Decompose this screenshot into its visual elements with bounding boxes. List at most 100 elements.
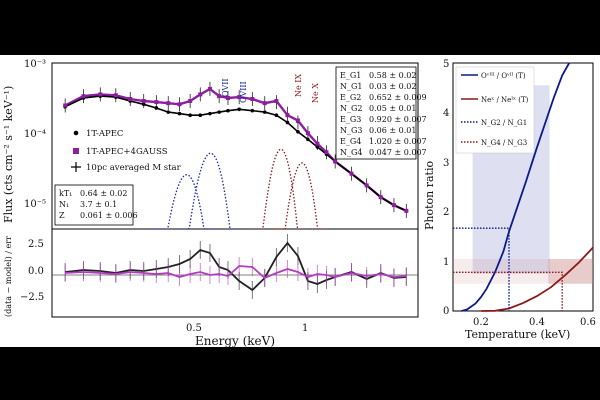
figure-svg: 10⁻³ 10⁻⁴ 10⁻⁵ Flux (cts cm⁻² s⁻¹ keV⁻¹)…	[2, 59, 596, 347]
gauss-model-point	[364, 183, 369, 188]
res-ytick-2: 0.0	[28, 266, 44, 277]
param-value-2: 0.652 ± 0.009	[369, 93, 427, 102]
apec-model-point	[177, 111, 182, 116]
apec-model-point	[217, 110, 221, 114]
annot-ovii: OVII	[221, 78, 230, 97]
ratio-legend-ne-label: Neˣ / Neᴵˣ (T)	[481, 96, 529, 104]
gauss-model-point	[250, 96, 255, 101]
residual-plot-area	[52, 234, 418, 299]
fit-value-1: 3.7 ± 0.1	[80, 200, 117, 209]
fit-name-1: N₁	[59, 200, 69, 209]
gauss-model-point	[81, 94, 86, 99]
fit-param-box	[54, 184, 134, 226]
res-xtick-2: 1	[302, 323, 308, 334]
fit-name-2: Z	[59, 211, 65, 220]
res-ylabel: (data − model) / err	[4, 236, 13, 317]
legend-mstar-marker	[71, 162, 81, 172]
annot-neix: Ne IX	[294, 74, 303, 97]
gauss-model-point	[113, 93, 118, 98]
apec-model-point	[154, 106, 159, 110]
apec-model-point	[188, 113, 192, 118]
gauss-model-point	[391, 203, 396, 208]
param-name-7: N_G4	[340, 148, 362, 157]
ratio-frame	[452, 62, 594, 312]
param-name-5: N_G3	[340, 126, 362, 135]
apec-model-point	[198, 113, 203, 118]
gauss-model-point	[198, 92, 203, 97]
gauss-model-point	[154, 100, 159, 105]
gauss-model-point	[404, 208, 409, 213]
param-name-6: E_G4	[340, 137, 361, 146]
gauss-model-point	[333, 159, 338, 164]
legend-gauss-marker	[73, 148, 79, 154]
param-value-6: 1.020 ± 0.007	[369, 137, 427, 146]
gauss-model-point	[262, 101, 267, 106]
apec-model-point	[226, 108, 230, 113]
apec-model-point	[315, 145, 320, 149]
gauss-model-point	[285, 113, 290, 118]
param-value-1: 0.03 ± 0.02	[369, 82, 416, 91]
ratio-ytick-5: 5	[443, 59, 449, 70]
gauss-model-point	[98, 92, 103, 97]
ratio-legend-ng21-label: N_G2 / N_G1	[481, 119, 527, 127]
ratio-legend-o-label: Oᵛᴵᴵᴵ / Oᵛᴵᴵ (T)	[481, 72, 526, 80]
ratio-ytick-3: 3	[443, 158, 449, 169]
param-name-0: E_G1	[340, 71, 361, 80]
spectrum-plot-area	[63, 81, 409, 230]
ratio-xtick-1: 0.2	[473, 317, 489, 328]
gauss-model-point	[166, 101, 171, 106]
neon-ratio-curve	[480, 246, 594, 312]
fit-param-table: kT₁ 0.64 ± 0.02 N₁ 3.7 ± 0.1 Z 0.061 ± 0.006	[59, 189, 138, 220]
ratio-ytick-0: 0	[443, 306, 449, 317]
gauss-model-point	[349, 171, 354, 176]
gauss-model-point	[315, 141, 320, 146]
res-ytick-1: 2.5	[28, 239, 44, 250]
gauss-model-point	[305, 131, 310, 136]
spec-ytick-3: 10⁻⁵	[24, 199, 46, 210]
oxygen-obs-line	[453, 227, 510, 311]
param-name-1: N_G1	[340, 82, 362, 91]
apec-model-point	[166, 110, 171, 114]
ratio-legend-box	[455, 66, 535, 154]
gauss-model-point	[141, 99, 146, 104]
gauss-model-point	[207, 86, 212, 91]
gauss-model-point	[295, 118, 300, 123]
gauss-model-point	[378, 195, 383, 200]
param-value-3: 0.05 ± 0.01	[369, 104, 416, 113]
apec-residual	[65, 241, 407, 292]
gauss-model-point	[217, 94, 222, 99]
ratio-xtick-3: 0.6	[580, 317, 596, 328]
spec-ylabel: Flux (cts cm⁻² s⁻¹ keV⁻¹)	[2, 86, 15, 223]
gaussian-3	[254, 148, 305, 230]
param-value-7: 0.047 ± 0.007	[369, 148, 427, 157]
gauss-model-point	[177, 102, 182, 107]
fit-value-0: 0.64 ± 0.02	[80, 189, 127, 198]
param-table-box	[335, 66, 417, 160]
apec-model-point	[208, 111, 212, 116]
apec-model-point	[262, 110, 267, 114]
neon-obs-line	[453, 271, 563, 311]
oxygen-ratio-curve	[461, 62, 570, 312]
apec-model-point	[296, 129, 300, 134]
fit-value-2: 0.061 ± 0.006	[80, 211, 138, 220]
param-name-3: N_G2	[340, 104, 362, 113]
apec-model-point	[237, 107, 241, 112]
gauss-model-point	[324, 150, 329, 155]
annot-oviii: OVIII	[239, 81, 248, 103]
legend-apec-label: 1T-APEC	[86, 129, 123, 139]
apec-model-point	[274, 113, 279, 118]
apec-model-point	[141, 102, 146, 107]
legend-gauss-label: 1T-APEC+4GAUSS	[86, 147, 168, 157]
param-table: E_G1 0.58 ± 0.02 N_G1 0.03 ± 0.02 E_G2 0.652 …	[340, 71, 427, 157]
ratio-xlabel: Temperature (keV)	[465, 328, 570, 341]
ratio-ylabel: Photon ratio	[423, 161, 436, 230]
param-value-0: 0.58 ± 0.02	[369, 71, 416, 80]
spec-ytick-1: 10⁻³	[24, 59, 46, 70]
gaussian-1	[152, 174, 216, 230]
figure-canvas: 10⁻³ 10⁻⁴ 10⁻⁵ Flux (cts cm⁻² s⁻¹ keV⁻¹)…	[0, 55, 600, 347]
spec-ytick-2: 10⁻⁴	[24, 129, 46, 140]
legend-mstar-label: 10pc averaged M star	[86, 163, 182, 173]
gauss-model-point	[237, 95, 242, 100]
fit-name-0: kT₁	[59, 189, 72, 198]
ratio-legend-ng43-label: N_G4 / N_G3	[481, 139, 527, 147]
